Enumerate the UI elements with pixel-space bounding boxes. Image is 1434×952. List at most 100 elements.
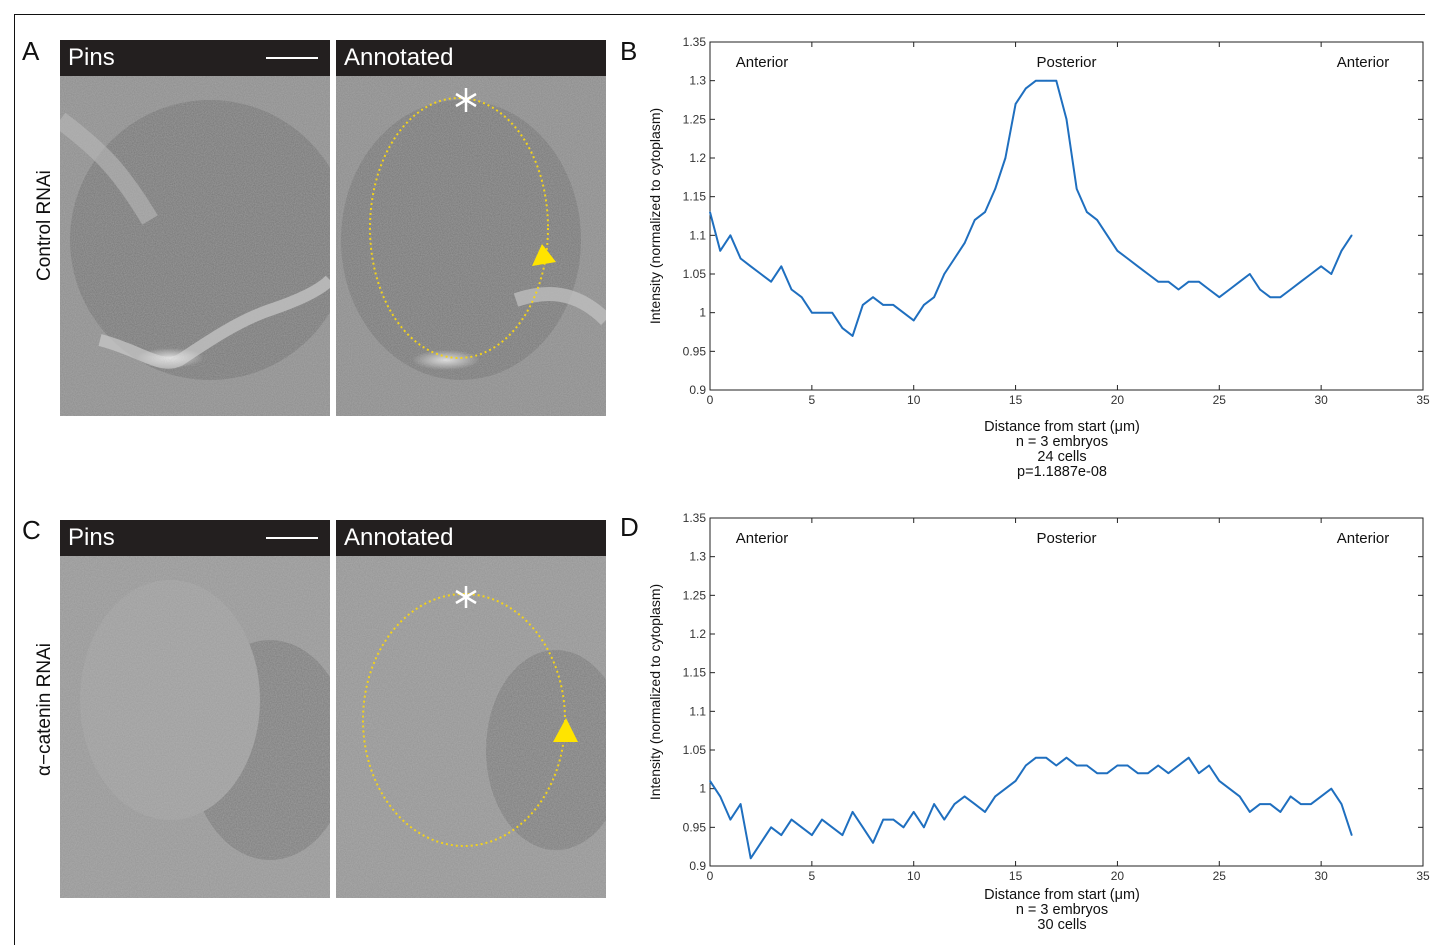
data-point — [1065, 756, 1068, 759]
data-point — [1310, 803, 1312, 805]
data-point — [1259, 288, 1261, 291]
image-header-pins: Pins — [60, 40, 330, 76]
y-tick-label: 0.95 — [683, 820, 707, 834]
image-header-annotated-c: Annotated — [336, 520, 606, 556]
data-point — [1045, 79, 1047, 82]
data-point — [1259, 803, 1261, 805]
data-point — [719, 250, 721, 252]
region-label: Posterior — [1036, 54, 1096, 71]
data-point — [841, 327, 844, 329]
data-point — [851, 811, 854, 813]
data-point — [1157, 764, 1159, 767]
data-point — [1004, 787, 1007, 790]
data-point — [1177, 764, 1180, 767]
data-point — [1096, 219, 1098, 221]
data-point — [851, 335, 854, 337]
chart-d-caption-line1: n = 3 embryos — [1015, 902, 1109, 918]
data-point — [749, 857, 752, 860]
data-point — [841, 834, 844, 836]
data-point — [861, 826, 864, 829]
chart-b: 0.9 0.95 1 1.05 1.1 1.15 1.2 1.25 1.3 1.35 0 5 10 15 2… — [640, 35, 1430, 506]
panel-letter-c: C — [22, 515, 41, 545]
y-tick-label: 0.95 — [683, 344, 707, 358]
data-point — [729, 818, 732, 821]
data-point — [800, 826, 803, 829]
chart-b-xlabel-caption: Distance from start (μm) n = 3 embryos 2… — [862, 420, 1262, 480]
y-tick-label: 1.15 — [683, 666, 707, 680]
data-point — [1330, 273, 1333, 275]
data-point — [1137, 265, 1139, 268]
data-point — [1167, 772, 1170, 774]
data-point — [1228, 787, 1231, 790]
row-label-control: Control RNAi — [34, 170, 55, 281]
data-point — [1350, 834, 1353, 836]
data-point — [902, 311, 905, 314]
data-point — [1249, 811, 1251, 813]
data-point — [1106, 234, 1109, 237]
data-point — [984, 811, 986, 813]
asterisk-icon — [455, 88, 477, 112]
data-point — [739, 257, 742, 260]
data-point — [953, 257, 956, 260]
data-point — [1320, 795, 1322, 798]
data-point — [729, 234, 732, 237]
y-tick-label: 1.35 — [683, 512, 707, 525]
data-point — [1177, 288, 1180, 291]
data-point — [943, 273, 946, 275]
y-tick-label: 1.05 — [683, 743, 707, 757]
data-point — [1218, 780, 1221, 782]
data-point — [1238, 795, 1241, 798]
region-label: Anterior — [736, 530, 789, 547]
y-axis-label: Intensity (normalized to cytoplasm) — [647, 584, 663, 800]
data-point — [923, 826, 925, 829]
region-label: Anterior — [736, 54, 789, 71]
y-tick-label: 1.05 — [683, 267, 707, 281]
data-point — [1096, 772, 1098, 774]
chart-b-caption-line3: p=1.1887e-08 — [1017, 464, 1107, 480]
x-tick-label: 10 — [907, 869, 921, 883]
data-point — [1340, 250, 1343, 252]
data-point — [1269, 803, 1272, 805]
data-point — [1024, 764, 1027, 767]
y-tick-label: 1 — [699, 306, 706, 320]
region-label: Anterior — [1337, 530, 1390, 547]
data-point — [882, 304, 884, 306]
data-point — [821, 818, 823, 821]
micrograph-annotated-control: Annotated — [336, 40, 606, 416]
data-point — [780, 265, 783, 268]
x-tick-label: 30 — [1314, 869, 1328, 883]
data-point — [974, 219, 976, 221]
chart-d-xlabel-caption: Distance from start (μm) n = 3 embryos 3… — [862, 888, 1262, 933]
data-point — [831, 311, 834, 314]
data-point — [1218, 296, 1221, 299]
x-tick-label: 5 — [809, 393, 816, 407]
x-tick-label: 25 — [1213, 869, 1227, 883]
data-point — [1147, 273, 1149, 275]
data-point — [1289, 795, 1292, 798]
plot-frame — [709, 41, 1424, 391]
data-point — [953, 803, 956, 805]
data-point — [923, 304, 925, 306]
data-point — [1279, 296, 1282, 299]
data-point — [943, 818, 946, 821]
direction-arrow-icon — [532, 244, 556, 266]
data-point — [1269, 296, 1272, 299]
series-line — [709, 756, 1353, 860]
data-point — [1126, 764, 1129, 767]
data-point — [974, 803, 976, 805]
data-point — [1086, 211, 1088, 213]
data-point — [709, 211, 711, 213]
data-point — [1198, 280, 1200, 283]
data-point — [780, 834, 783, 836]
data-point — [1137, 772, 1139, 774]
data-point — [1320, 265, 1322, 268]
direction-arrow-icon-c — [553, 718, 578, 742]
y-tick-label: 1.1 — [689, 228, 706, 242]
data-point — [1035, 756, 1037, 759]
row-label-catenin: α−catenin RNAi — [34, 643, 55, 776]
data-point — [811, 834, 813, 836]
region-label: Posterior — [1036, 530, 1096, 547]
y-tick-label: 0.9 — [689, 859, 706, 873]
series-line — [709, 79, 1353, 337]
region-label: Anterior — [1337, 54, 1390, 71]
